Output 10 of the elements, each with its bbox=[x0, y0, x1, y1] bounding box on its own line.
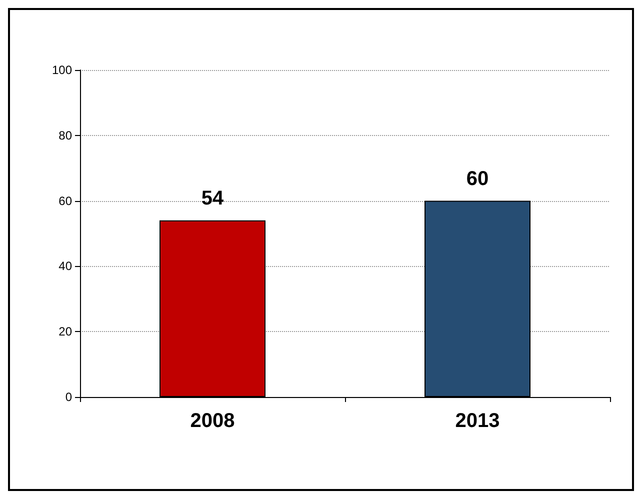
x-tick-label: 2008 bbox=[190, 410, 235, 432]
y-tick-label: 100 bbox=[52, 63, 72, 77]
x-tick-label: 2013 bbox=[455, 410, 500, 432]
y-tick-label: 40 bbox=[58, 259, 72, 274]
data-label: 60 bbox=[466, 168, 489, 190]
data-label: 54 bbox=[201, 187, 224, 210]
y-tick-label: 0 bbox=[65, 390, 72, 404]
y-tick-label: 20 bbox=[58, 324, 72, 339]
y-tick-label: 80 bbox=[58, 128, 72, 142]
y-tick-label: 60 bbox=[58, 194, 72, 208]
